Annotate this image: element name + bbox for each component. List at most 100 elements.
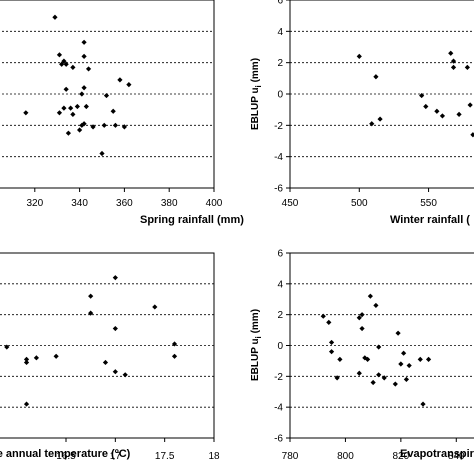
data-point-p4-16 bbox=[376, 372, 382, 378]
data-point-p4-26 bbox=[425, 356, 432, 362]
data-point-p4-0 bbox=[320, 313, 326, 319]
data-point-p1-14 bbox=[77, 127, 83, 133]
data-point-p4-9 bbox=[359, 325, 365, 332]
x-axis-label-p4: Evapotranspiratio bbox=[400, 448, 474, 460]
data-point-p1-3 bbox=[56, 110, 63, 116]
data-point-p4-14 bbox=[373, 302, 379, 309]
data-point-p1-1 bbox=[52, 14, 58, 20]
data-point-p3-14 bbox=[112, 369, 118, 375]
y-tick-label-p2-6: 6 bbox=[277, 0, 283, 7]
data-point-p1-7 bbox=[63, 61, 69, 67]
data-point-p1-19 bbox=[81, 53, 87, 59]
data-point-p3-15 bbox=[122, 372, 128, 378]
x-tick-label-p4-2: 820 bbox=[393, 451, 410, 462]
data-point-p1-23 bbox=[90, 124, 96, 130]
x-tick-label-p1-0: 320 bbox=[26, 198, 43, 209]
x-tick-label-p4-0: 780 bbox=[282, 451, 299, 462]
data-point-p1-28 bbox=[112, 122, 119, 128]
plot-frame-p3 bbox=[0, 252, 215, 439]
data-point-p4-5 bbox=[337, 356, 343, 362]
data-point-p3-5 bbox=[23, 356, 30, 362]
data-point-p1-26 bbox=[103, 92, 110, 99]
data-point-p4-13 bbox=[370, 379, 376, 386]
data-point-p3-11 bbox=[102, 359, 109, 366]
data-point-p4-21 bbox=[401, 350, 407, 356]
data-point-p3-16 bbox=[152, 304, 158, 310]
x-tick-label-p4-3: 840 bbox=[448, 451, 465, 462]
data-point-p1-13 bbox=[74, 103, 80, 110]
data-point-p4-24 bbox=[417, 356, 423, 362]
y-tick-label-p4-0: -6 bbox=[274, 434, 283, 445]
data-point-p4-7 bbox=[356, 315, 362, 321]
data-point-p4-17 bbox=[381, 375, 387, 381]
y-tick-label-p4-4: 2 bbox=[277, 310, 283, 321]
data-point-p2-10 bbox=[450, 58, 457, 64]
data-point-p3-4 bbox=[23, 359, 30, 366]
plot-frame-p1 bbox=[0, 0, 215, 189]
x-tick-label-p3-3: 18 bbox=[208, 451, 220, 462]
x-tick-label-p1-2: 360 bbox=[116, 198, 133, 209]
y-tick-label-p4-6: 6 bbox=[277, 249, 283, 260]
data-point-p1-11 bbox=[70, 64, 76, 70]
data-point-p2-5 bbox=[423, 103, 429, 110]
data-point-p2-4 bbox=[419, 92, 425, 99]
data-point-p1-29 bbox=[117, 77, 123, 83]
data-point-p1-30 bbox=[121, 124, 127, 130]
y-tick-label-p4-5: 4 bbox=[277, 279, 283, 290]
data-point-p4-3 bbox=[328, 349, 335, 355]
y-tick-label-p2-5: 4 bbox=[277, 27, 283, 38]
data-point-p1-24 bbox=[99, 150, 105, 157]
data-point-p2-7 bbox=[439, 113, 446, 119]
data-point-p4-20 bbox=[398, 361, 404, 367]
data-point-p4-6 bbox=[356, 370, 362, 376]
data-point-p1-12 bbox=[70, 111, 76, 117]
y-axis-label-p2: EBLUP ui (mm) bbox=[250, 58, 263, 130]
y-tick-label-p4-1: -4 bbox=[274, 403, 283, 414]
y-tick-label-p2-3: 0 bbox=[277, 90, 283, 101]
data-point-p1-31 bbox=[126, 82, 132, 88]
x-tick-label-p2-2: 550 bbox=[420, 198, 437, 209]
x-tick-label-p1-1: 340 bbox=[71, 198, 88, 209]
x-tick-label-p3-0: 16.5 bbox=[56, 451, 76, 462]
data-point-p4-12 bbox=[367, 293, 373, 299]
x-tick-label-p1-4: 400 bbox=[206, 198, 223, 209]
data-point-p1-8 bbox=[63, 86, 69, 92]
data-point-p3-18 bbox=[171, 341, 178, 347]
x-tick-label-p4-1: 800 bbox=[337, 451, 354, 462]
y-tick-label-p4-2: -2 bbox=[274, 372, 283, 383]
data-point-p4-19 bbox=[395, 330, 401, 336]
data-point-p3-10 bbox=[88, 310, 94, 316]
data-point-p1-5 bbox=[61, 105, 67, 111]
x-tick-label-p1-3: 380 bbox=[161, 198, 178, 209]
data-point-p3-13 bbox=[112, 325, 118, 332]
data-point-p4-25 bbox=[420, 401, 426, 407]
x-tick-label-p2-1: 500 bbox=[351, 198, 368, 209]
data-point-p1-15 bbox=[79, 91, 85, 97]
data-point-p1-0 bbox=[23, 110, 29, 116]
data-point-p2-9 bbox=[450, 64, 457, 70]
data-point-p2-8 bbox=[448, 50, 454, 56]
data-point-p2-6 bbox=[434, 108, 440, 114]
y-tick-label-p2-1: -4 bbox=[274, 152, 283, 163]
data-point-p3-7 bbox=[33, 355, 39, 361]
data-point-p1-20 bbox=[81, 121, 87, 127]
x-axis-label-p2: Winter rainfall ( bbox=[390, 214, 470, 226]
data-point-p4-11 bbox=[365, 356, 371, 362]
x-tick-label-p3-2: 17.5 bbox=[155, 451, 175, 462]
y-axis-label-p4: EBLUP ui (mm) bbox=[250, 309, 263, 381]
data-point-p1-6 bbox=[61, 58, 67, 64]
data-point-p4-4 bbox=[334, 375, 340, 381]
data-point-p2-0 bbox=[356, 53, 362, 59]
data-point-p1-18 bbox=[81, 85, 87, 91]
data-point-p2-1 bbox=[369, 121, 375, 127]
x-axis-label-p1: Spring rainfall (mm) bbox=[140, 214, 244, 226]
data-point-p1-22 bbox=[85, 66, 92, 72]
data-point-p1-21 bbox=[83, 103, 89, 110]
data-point-p2-3 bbox=[377, 116, 383, 122]
data-point-p4-1 bbox=[326, 319, 332, 325]
data-point-p3-3 bbox=[4, 344, 10, 350]
data-point-p3-6 bbox=[23, 401, 30, 407]
data-point-p3-12 bbox=[112, 275, 118, 281]
data-point-p4-2 bbox=[328, 339, 335, 346]
